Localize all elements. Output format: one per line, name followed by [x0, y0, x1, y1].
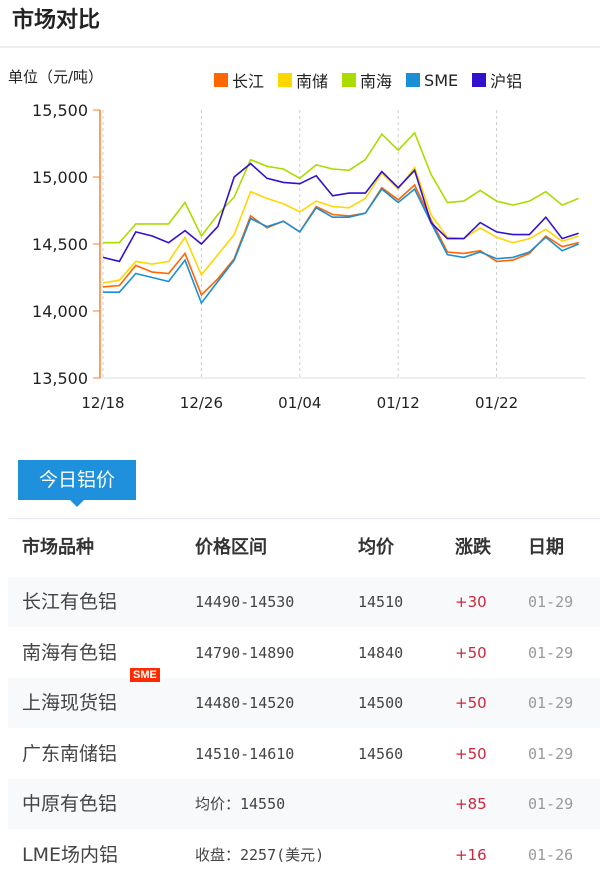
legend-label: 沪铝: [490, 72, 523, 91]
cell-change: +30: [455, 593, 487, 611]
cell-date: 01-29: [528, 744, 574, 763]
cell-change: +50: [455, 643, 487, 662]
page-title: 市场对比: [12, 8, 101, 33]
table-row[interactable]: 上海现货铝 14480-14520 14500 +50 01-29 SME: [8, 668, 600, 728]
legend-swatch: [406, 73, 421, 87]
x-tick-label: 01/04: [278, 394, 321, 412]
sme-badge: SME: [130, 668, 160, 682]
cell-change: +50: [455, 694, 487, 712]
line-chart: 12/18 12/26 01/04 01/12 01/22 15,500 15,000 14,…: [32, 101, 585, 412]
y-tick-label: 14,500: [32, 235, 88, 254]
divider: [0, 46, 600, 48]
x-tick-label: 12/26: [180, 394, 223, 412]
legend-item[interactable]: 沪铝: [472, 68, 522, 92]
cell-date: 01-29: [528, 795, 574, 813]
legend-label: 南海: [360, 72, 393, 91]
cell-date: 01-29: [528, 593, 574, 611]
legend-item[interactable]: SME: [406, 68, 458, 92]
cell-range: 14510-14610: [195, 744, 295, 763]
table-row[interactable]: LME场内铝 收盘：2257(美元) +16 01-26: [8, 830, 600, 880]
y-tick-label: 15,000: [32, 168, 88, 187]
series-line-南海: [103, 131, 579, 244]
legend-item[interactable]: 长江: [214, 68, 264, 92]
legend-swatch: [278, 73, 293, 87]
header-date: 日期: [528, 537, 564, 558]
cell-avg: 14840: [358, 643, 404, 662]
legend-item[interactable]: 南储: [278, 68, 328, 92]
tab-today-aluminum-price[interactable]: 今日铝价: [18, 460, 136, 507]
cell-range: 14480-14520: [195, 694, 295, 712]
cell-market[interactable]: 南海有色铝: [22, 641, 118, 664]
series-line-南储: [102, 165, 579, 284]
cell-range: 收盘：2257(美元): [195, 845, 325, 864]
legend-label: SME: [424, 70, 459, 90]
legend-item[interactable]: 南海: [342, 68, 392, 92]
header-range: 价格区间: [195, 537, 267, 558]
table-row[interactable]: 南海有色铝 14790-14890 14840 +50 01-29: [8, 628, 600, 678]
divider: [8, 518, 600, 519]
cell-avg: 14560: [358, 744, 404, 763]
cell-market[interactable]: 上海现货铝: [22, 692, 118, 714]
cell-avg: 14510: [358, 593, 404, 611]
cell-market[interactable]: LME场内铝: [22, 843, 118, 866]
header-change: 涨跌: [455, 537, 491, 558]
cell-market[interactable]: 长江有色铝: [22, 591, 118, 613]
cell-market[interactable]: 广东南储铝: [22, 742, 118, 765]
cell-range: 14790-14890: [195, 643, 295, 662]
y-tick-label: 13,500: [32, 369, 88, 388]
x-tick-label: 01/22: [475, 394, 518, 412]
x-tick-label: 01/12: [377, 394, 420, 412]
table-row[interactable]: 中原有色铝 均价：14550 +85 01-29: [8, 779, 600, 829]
cell-change: +16: [455, 845, 487, 864]
y-axis-unit-label: 单位（元/吨）: [8, 68, 104, 86]
x-tick-label: 12/18: [81, 394, 124, 412]
cell-avg: 14500: [358, 694, 404, 712]
chart-legend: 长江 南储 南海 SME 沪铝: [214, 68, 522, 92]
cell-date: 01-29: [528, 643, 574, 662]
cell-range: 均价：14550: [195, 795, 286, 813]
table-header: 市场品种 价格区间 均价 涨跌 日期: [8, 523, 600, 573]
legend-label: 南储: [296, 72, 329, 91]
series-line-长江: [102, 183, 579, 297]
legend-swatch: [472, 73, 487, 87]
series-line-SME: [103, 187, 579, 305]
cell-change: +50: [455, 744, 487, 763]
legend-label: 长江: [232, 72, 265, 91]
y-tick-label: 14,000: [32, 302, 88, 321]
legend-swatch: [342, 73, 357, 87]
cell-change: +85: [455, 795, 487, 813]
cell-date: 01-29: [528, 694, 574, 712]
table-row[interactable]: 广东南储铝 14510-14610 14560 +50 01-29: [8, 729, 600, 779]
table-row[interactable]: 长江有色铝 14490-14530 14510 +30 01-29: [8, 577, 600, 627]
header-market: 市场品种: [22, 537, 94, 558]
y-tick-label: 15,500: [32, 101, 88, 120]
legend-swatch: [214, 73, 228, 87]
cell-range: 14490-14530: [195, 593, 295, 611]
cell-market[interactable]: 中原有色铝: [22, 793, 118, 815]
series-line-沪铝: [102, 162, 579, 263]
cell-date: 01-26: [528, 845, 574, 864]
header-avg: 均价: [358, 537, 394, 558]
